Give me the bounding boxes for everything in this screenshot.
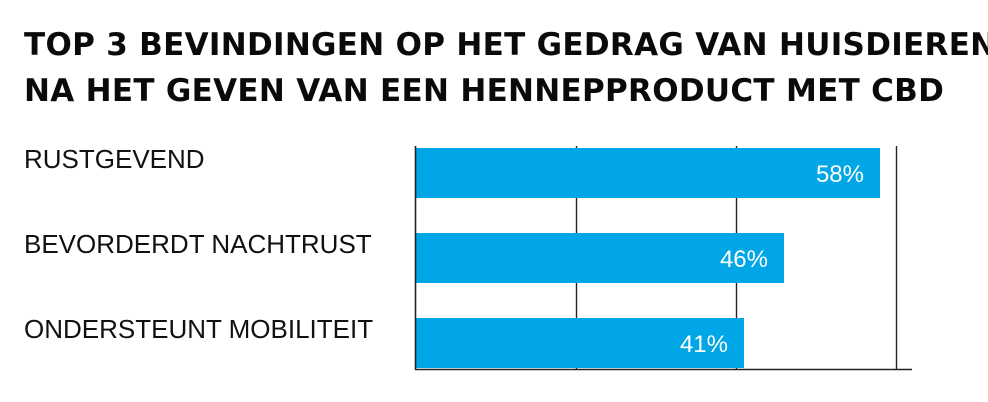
bar-3 [416,318,744,368]
bar-2 [416,233,784,283]
chart-title: TOP 3 BEVINDINGEN OP HET GEDRAG VAN HUIS… [24,22,988,114]
value-label-3: 41% [680,331,728,358]
category-labels: RUSTGEVEND BEVORDERDT NACHTRUST ONDERSTEUN… [24,144,373,344]
value-label-2: 46% [720,246,768,273]
axes [414,146,912,371]
bar-1 [416,148,880,198]
category-label-3: ONDERSTEUNT MOBILITEIT [24,314,373,344]
chart-title-line-1: TOP 3 BEVINDINGEN OP HET GEDRAG VAN HUIS… [24,27,988,63]
category-label-2: BEVORDERDT NACHTRUST [24,229,372,259]
value-label-1: 58% [816,161,864,188]
chart-title-line-2: NA HET GEVEN VAN EEN HENNEPPRODUCT MET C… [24,73,945,109]
category-label-1: RUSTGEVEND [24,144,205,174]
bars: 58% 46% 41% [416,148,880,368]
